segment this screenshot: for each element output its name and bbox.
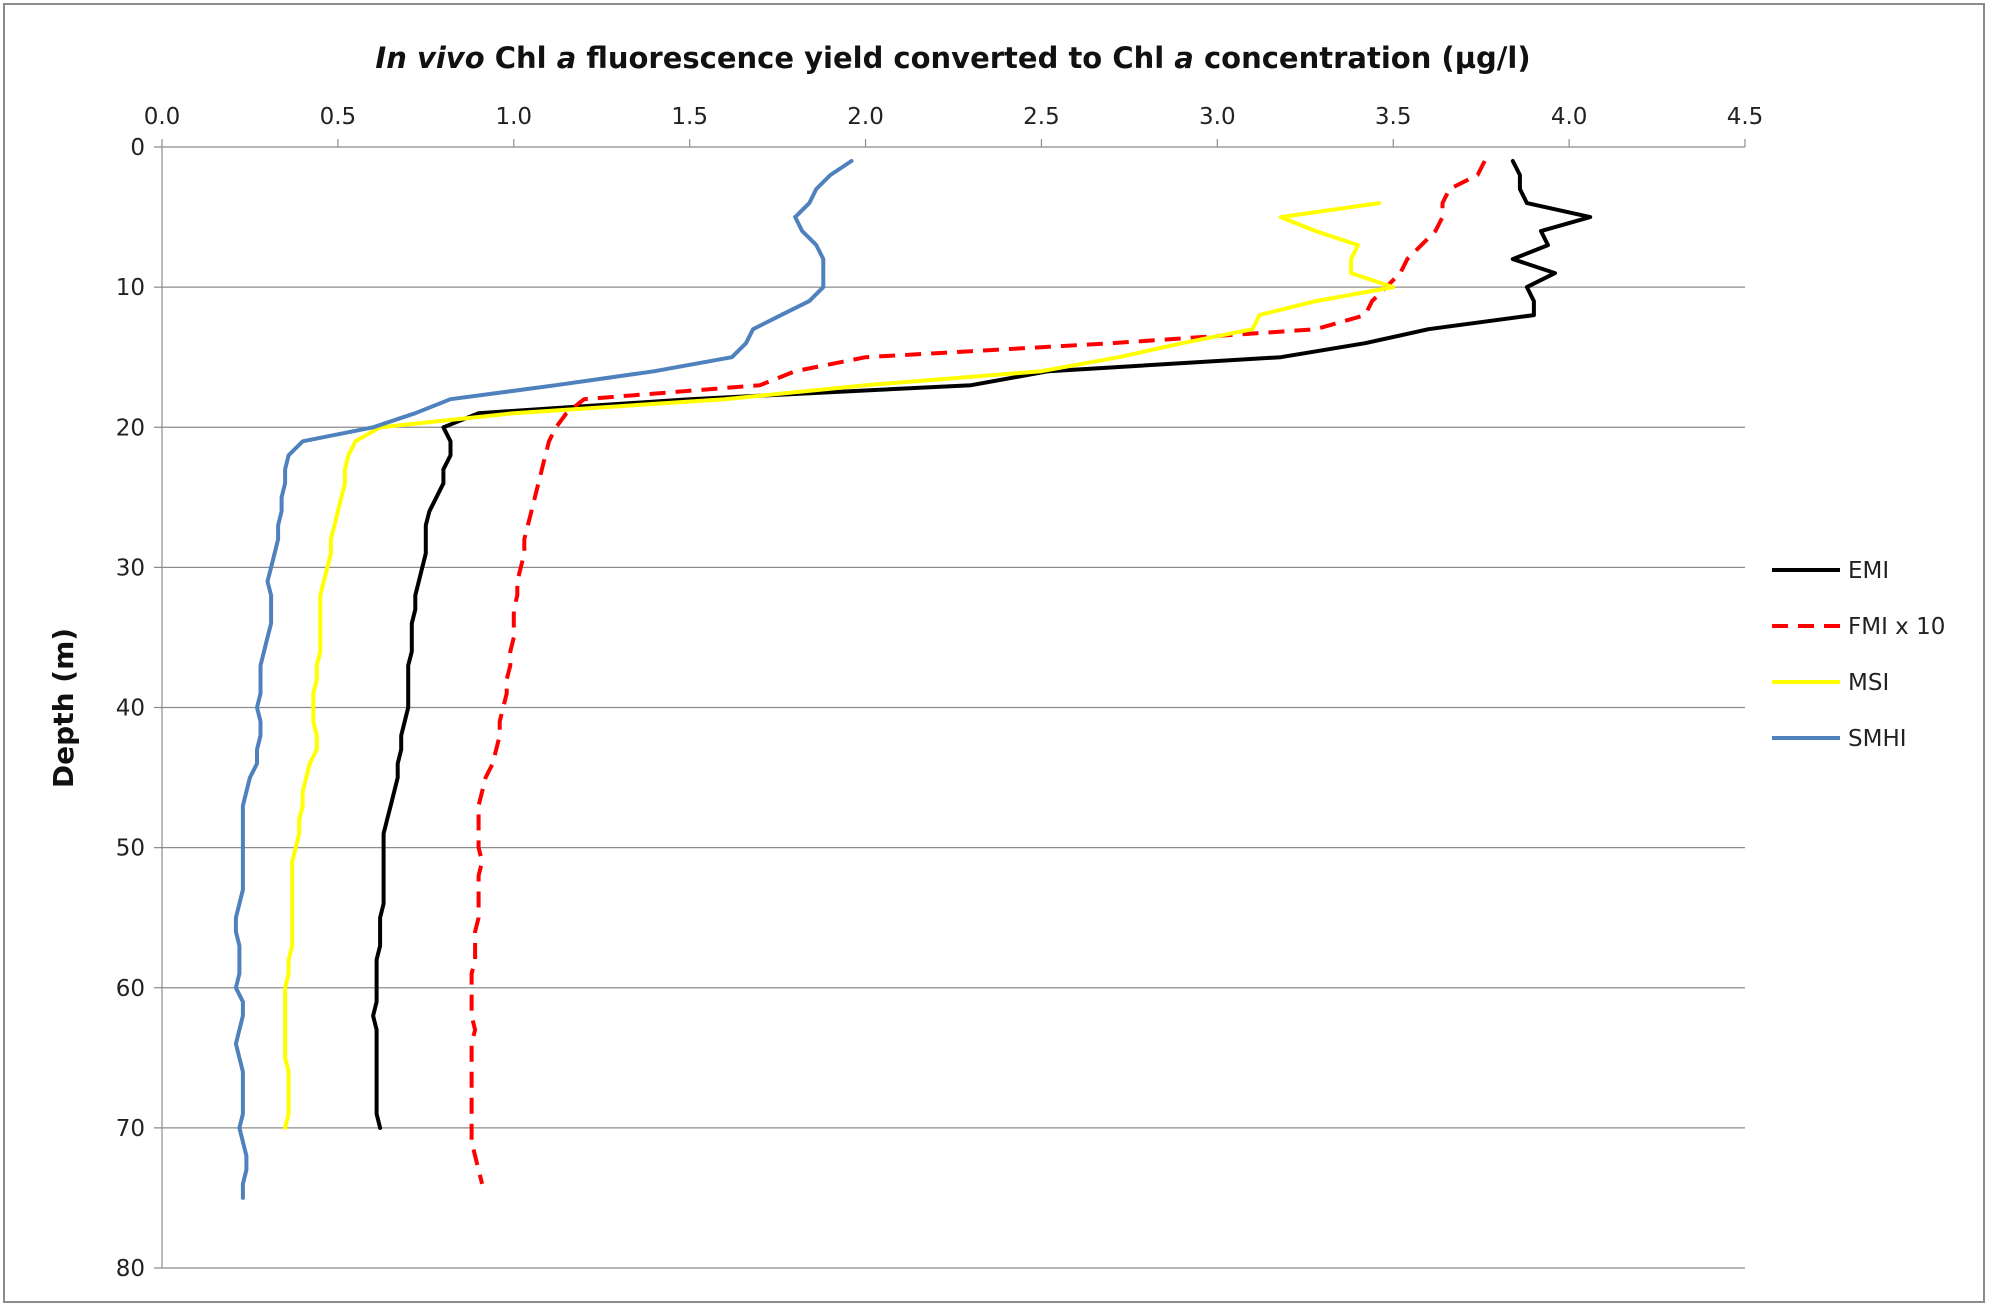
series-line-emi xyxy=(371,159,1593,1130)
x-tick-label: 2.5 xyxy=(1023,104,1060,130)
chart-title-part: a xyxy=(1174,41,1194,75)
y-tick-label: 10 xyxy=(116,275,145,301)
y-tick-label: 0 xyxy=(130,135,145,161)
y-tick-label: 70 xyxy=(116,1116,145,1142)
chart-title-part: concentration (µg/l) xyxy=(1194,41,1531,75)
x-tick-label: 2.0 xyxy=(847,104,884,130)
x-tick-label: 3.5 xyxy=(1375,104,1412,130)
legend-label: SMHI xyxy=(1848,726,1907,752)
y-tick-label: 40 xyxy=(116,696,145,722)
x-tick-label: 0.0 xyxy=(144,104,181,130)
legend-label: EMI xyxy=(1848,558,1889,584)
y-axis-label: Depth (m) xyxy=(47,628,80,788)
x-tick-label: 4.0 xyxy=(1551,104,1588,130)
y-tick-label: 80 xyxy=(116,1256,145,1282)
chart-title-part: Chl xyxy=(485,41,557,75)
y-tick-label: 50 xyxy=(116,836,145,862)
chart-title-part: fluorescence yield converted to Chl xyxy=(576,41,1174,75)
legend: EMI FMI x 10 MSI SMHI xyxy=(1772,558,1945,752)
chart-title-part: In vivo xyxy=(375,41,484,75)
chart-title: In vivo Chl a fluorescence yield convert… xyxy=(375,41,1530,75)
y-tick-label: 60 xyxy=(116,976,145,1002)
chart-title-part: a xyxy=(557,41,577,75)
series-line-smhi xyxy=(233,159,854,1200)
axes: 0 10 20 30 40 50 60 70 80 0.0 0.5 1.0 1.5 2.0 2.5 3.0 3.… xyxy=(116,104,1764,1282)
series-line-msi xyxy=(283,201,1396,1130)
x-tick-label: 0.5 xyxy=(320,104,357,130)
series-lines xyxy=(233,159,1593,1200)
y-tick-label: 30 xyxy=(116,555,145,581)
chart-frame xyxy=(3,3,1985,1303)
y-tick-label: 20 xyxy=(116,415,145,441)
series-line-fmi-x-10 xyxy=(469,160,1487,1185)
legend-label: MSI xyxy=(1848,670,1889,696)
x-tick-label: 4.5 xyxy=(1727,104,1764,130)
x-tick-label: 3.0 xyxy=(1199,104,1236,130)
gridlines xyxy=(154,146,1745,1269)
legend-label: FMI x 10 xyxy=(1848,614,1945,640)
x-tick-label: 1.5 xyxy=(671,104,708,130)
x-tick-label: 1.0 xyxy=(495,104,532,130)
